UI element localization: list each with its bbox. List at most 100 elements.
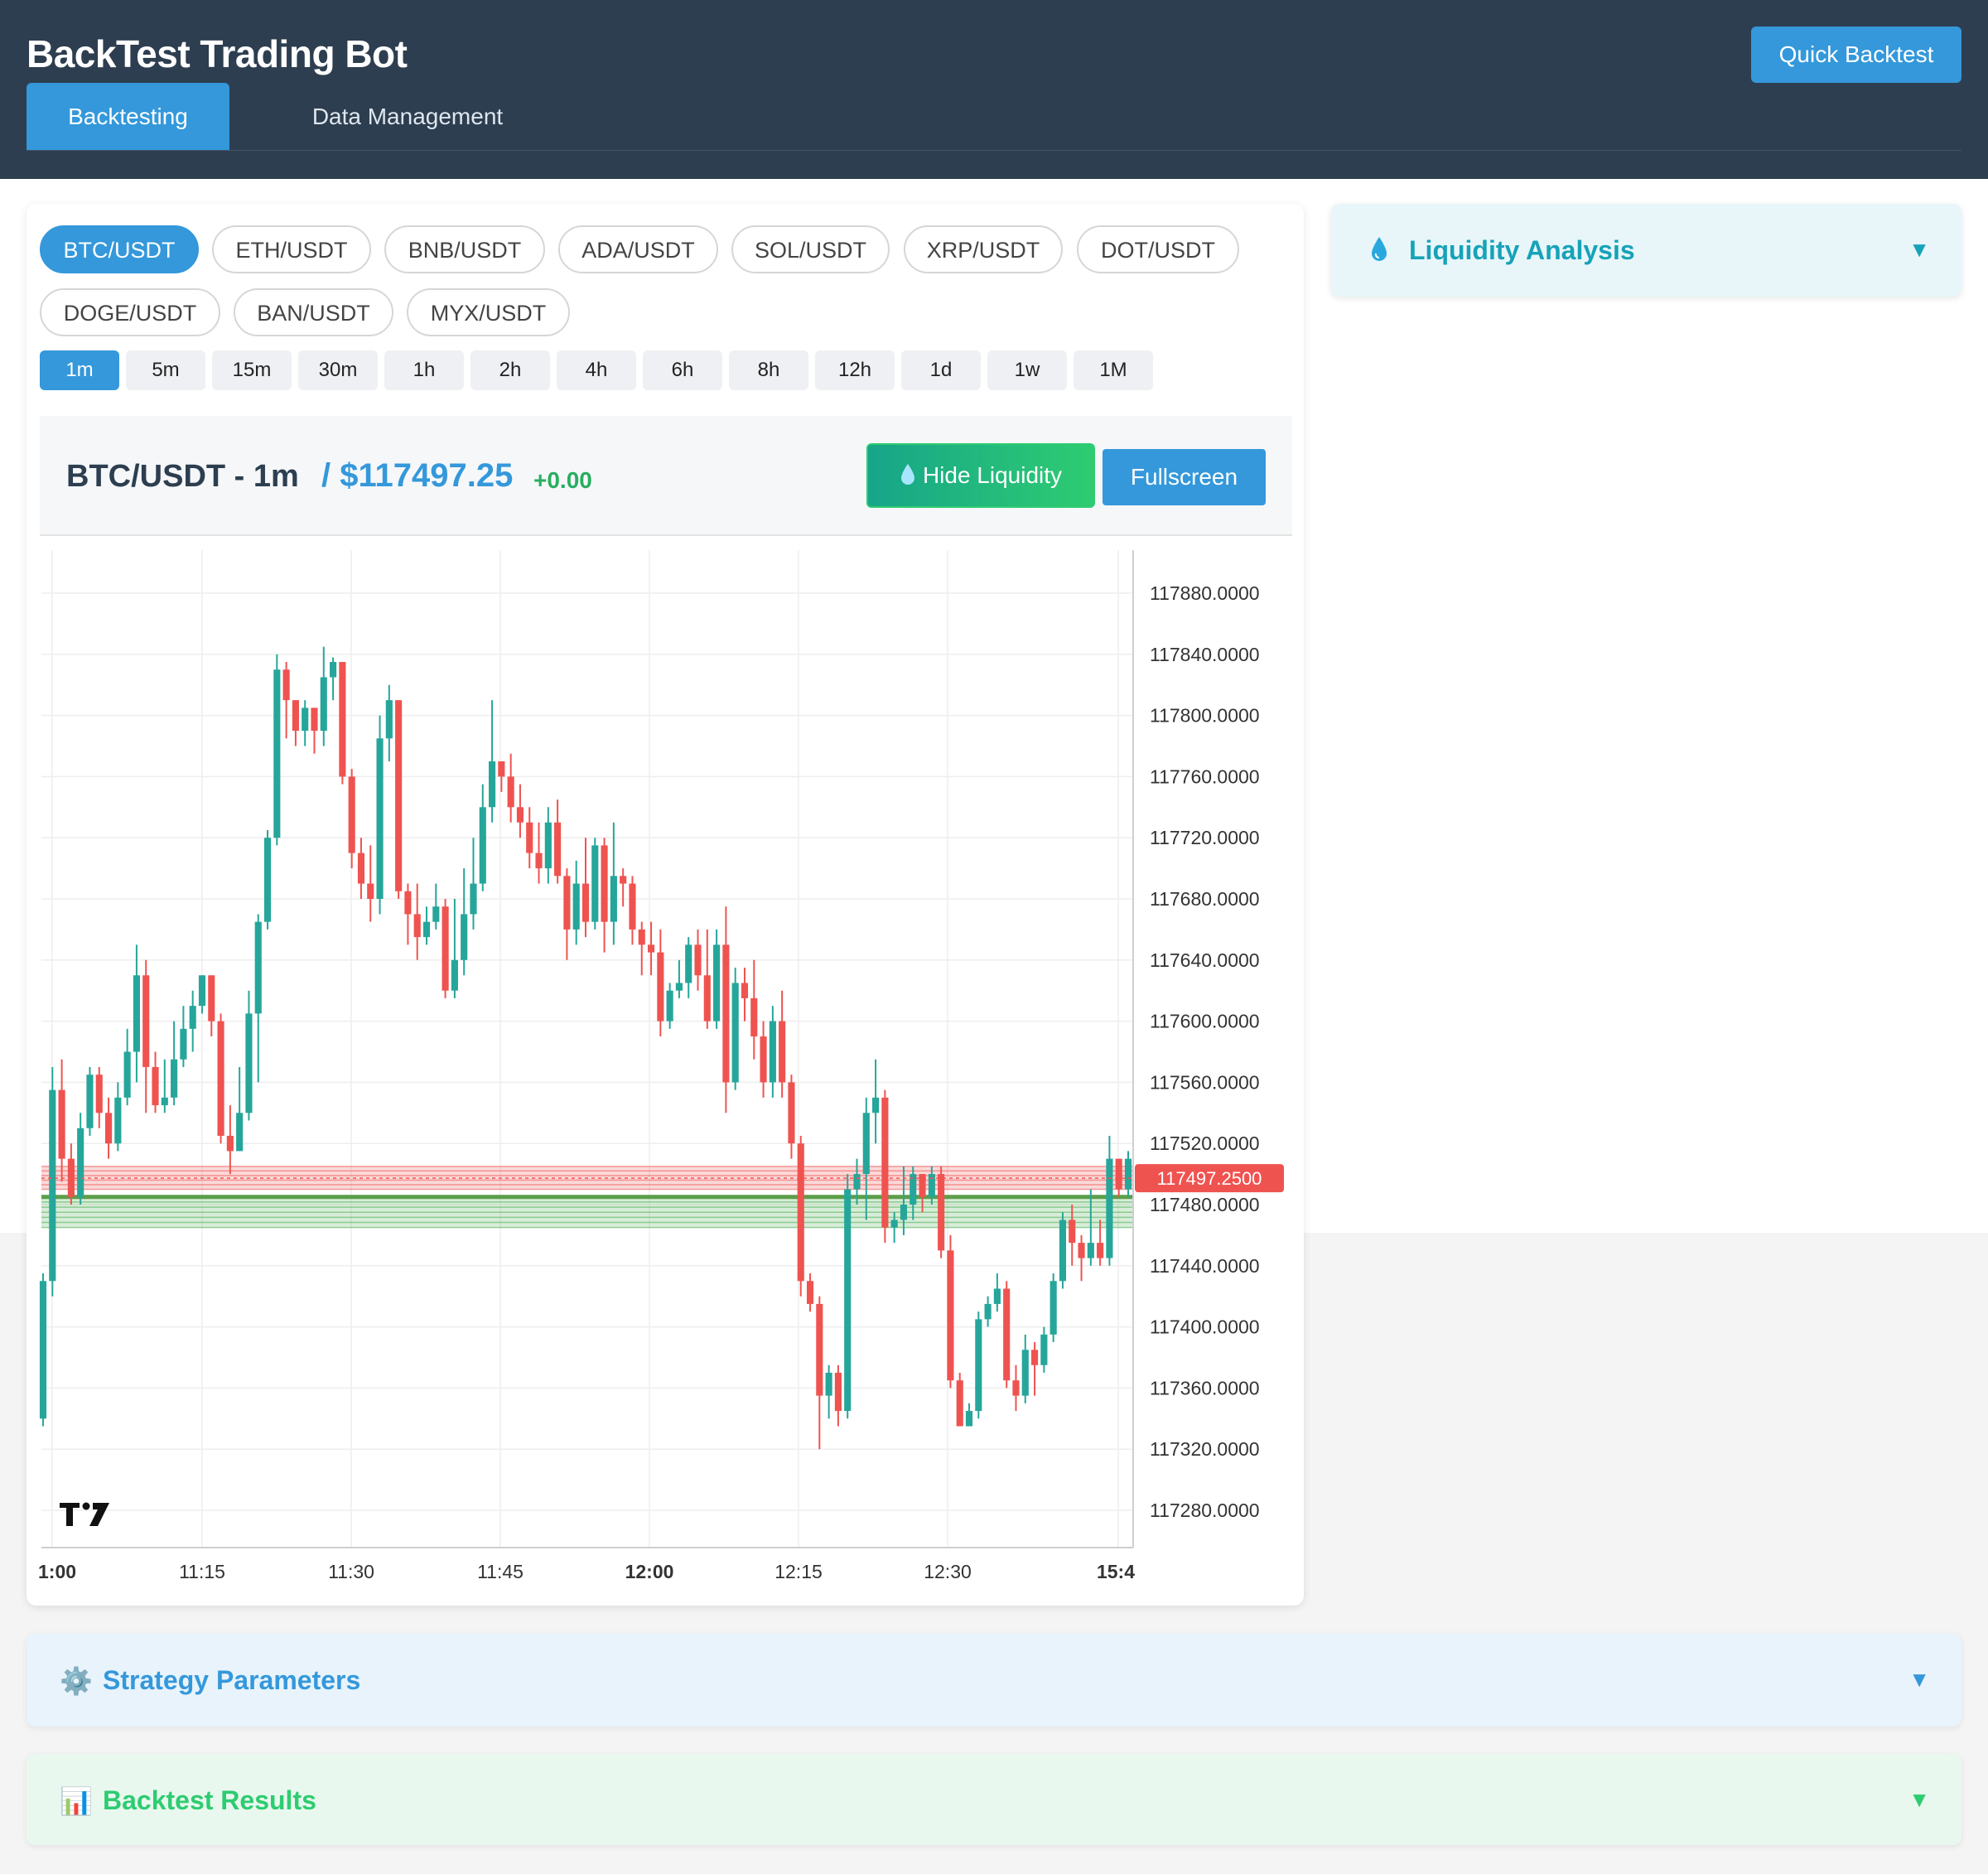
- candle-body: [385, 700, 393, 739]
- liquidity-analysis-card[interactable]: Liquidity Analysis ▼: [1331, 204, 1961, 297]
- candle-body: [647, 944, 655, 953]
- tf-btn-1m[interactable]: 1m: [40, 350, 119, 390]
- chart-current-price: / $117497.25: [321, 457, 514, 494]
- backtest-results-title: Backtest Results: [103, 1785, 316, 1815]
- candle: [442, 899, 449, 998]
- x-tick-label: 12:15: [774, 1561, 823, 1582]
- tf-btn-1M[interactable]: 1M: [1074, 350, 1153, 390]
- candle-body: [1069, 1220, 1076, 1244]
- tf-btn-1d[interactable]: 1d: [901, 350, 981, 390]
- pair-btn-myx[interactable]: MYX/USDT: [407, 288, 570, 336]
- x-tick-label: 11:30: [328, 1561, 374, 1582]
- candle: [432, 883, 440, 930]
- candle-body: [890, 1220, 898, 1228]
- pair-btn-dot[interactable]: DOT/USDT: [1077, 225, 1239, 273]
- tf-btn-6h[interactable]: 6h: [643, 350, 722, 390]
- candle: [451, 899, 458, 998]
- pair-btn-btc[interactable]: BTC/USDT: [40, 225, 199, 273]
- candle: [114, 1082, 122, 1152]
- candle-body: [49, 1089, 56, 1282]
- candle: [1087, 1189, 1094, 1266]
- pair-btn-bnb[interactable]: BNB/USDT: [384, 225, 545, 273]
- candle: [910, 1166, 917, 1220]
- candle: [620, 868, 627, 907]
- chevron-down-icon[interactable]: ▼: [1908, 1787, 1930, 1812]
- candle: [581, 838, 590, 938]
- candle: [226, 1105, 234, 1175]
- candle-body: [722, 944, 730, 1083]
- candle-body: [853, 1174, 861, 1190]
- tab-data-management[interactable]: Data Management: [311, 104, 504, 129]
- tf-btn-1h[interactable]: 1h: [384, 350, 464, 390]
- chart-pair-timeframe: BTC/USDT - 1m: [66, 459, 299, 494]
- fullscreen-button[interactable]: Fullscreen: [1103, 449, 1266, 505]
- candle-body: [1097, 1243, 1104, 1258]
- tf-btn-12h[interactable]: 12h: [815, 350, 895, 390]
- candle-body: [1012, 1380, 1020, 1396]
- candle: [890, 1212, 898, 1244]
- pair-btn-ban[interactable]: BAN/USDT: [234, 288, 393, 336]
- candle-body: [581, 883, 590, 922]
- pair-btn-eth[interactable]: ETH/USDT: [212, 225, 371, 273]
- candle: [142, 959, 150, 1113]
- candle: [198, 975, 206, 1014]
- candle: [610, 822, 617, 945]
- candlestick-chart[interactable]: 117880.0000 117840.0000 117800.0000 117760.…: [0, 0, 1304, 1591]
- candle-body: [872, 1097, 880, 1113]
- candle: [311, 708, 318, 754]
- candle: [984, 1296, 992, 1327]
- candle: [273, 654, 281, 846]
- candle: [385, 684, 393, 761]
- tab-backtesting[interactable]: Backtesting: [27, 83, 229, 151]
- hide-liquidity-button[interactable]: Hide Liquidity: [866, 443, 1095, 508]
- tf-btn-5m[interactable]: 5m: [126, 350, 205, 390]
- strategy-parameters-section[interactable]: ⚙️ Strategy Parameters ▼: [27, 1634, 1961, 1727]
- candle: [217, 1013, 224, 1144]
- candle-body: [750, 997, 758, 1037]
- candle-body: [881, 1097, 889, 1228]
- candle: [395, 700, 403, 899]
- candle: [376, 715, 384, 915]
- tf-btn-4h[interactable]: 4h: [557, 350, 636, 390]
- candle: [1059, 1212, 1067, 1289]
- candle: [461, 868, 468, 976]
- pair-btn-ada[interactable]: ADA/USDT: [558, 225, 718, 273]
- candle: [236, 1066, 244, 1152]
- tf-btn-30m[interactable]: 30m: [298, 350, 378, 390]
- pair-btn-xrp[interactable]: XRP/USDT: [904, 225, 1063, 273]
- candle-body: [376, 738, 384, 899]
- candle-body: [544, 822, 552, 869]
- chevron-down-icon[interactable]: ▼: [1908, 237, 1930, 262]
- candle-body: [1115, 1158, 1122, 1190]
- candle-body: [1124, 1158, 1132, 1190]
- candle: [263, 829, 272, 930]
- backtest-results-section[interactable]: 📊 Backtest Results ▼: [27, 1754, 1961, 1845]
- candle-body: [236, 1113, 244, 1152]
- candle: [750, 959, 758, 1060]
- candle-body: [1031, 1350, 1039, 1365]
- candle: [722, 906, 730, 1113]
- tf-btn-8h[interactable]: 8h: [729, 350, 808, 390]
- tf-btn-2h[interactable]: 2h: [470, 350, 550, 390]
- candle: [694, 929, 702, 991]
- candle-body: [114, 1097, 122, 1144]
- candle: [489, 700, 496, 823]
- tf-btn-15m[interactable]: 15m: [212, 350, 292, 390]
- pair-btn-doge[interactable]: DOGE/USDT: [40, 288, 220, 336]
- x-tick-label: 15:4: [1097, 1561, 1135, 1582]
- candle-body: [1021, 1350, 1029, 1396]
- candle-body: [180, 1028, 187, 1060]
- candle: [348, 769, 355, 869]
- tf-btn-1w[interactable]: 1w: [987, 350, 1067, 390]
- bar-chart-icon: 📊: [60, 1786, 93, 1816]
- candle: [685, 937, 692, 998]
- candle-body: [779, 1021, 786, 1083]
- pair-btn-sol[interactable]: SOL/USDT: [731, 225, 890, 273]
- candle: [862, 1097, 870, 1220]
- candle: [741, 968, 749, 1022]
- quick-backtest-button[interactable]: Quick Backtest: [1751, 27, 1961, 83]
- candle: [1012, 1364, 1020, 1412]
- candle: [189, 990, 196, 1052]
- chevron-down-icon[interactable]: ▼: [1908, 1667, 1930, 1692]
- candle: [788, 1075, 795, 1159]
